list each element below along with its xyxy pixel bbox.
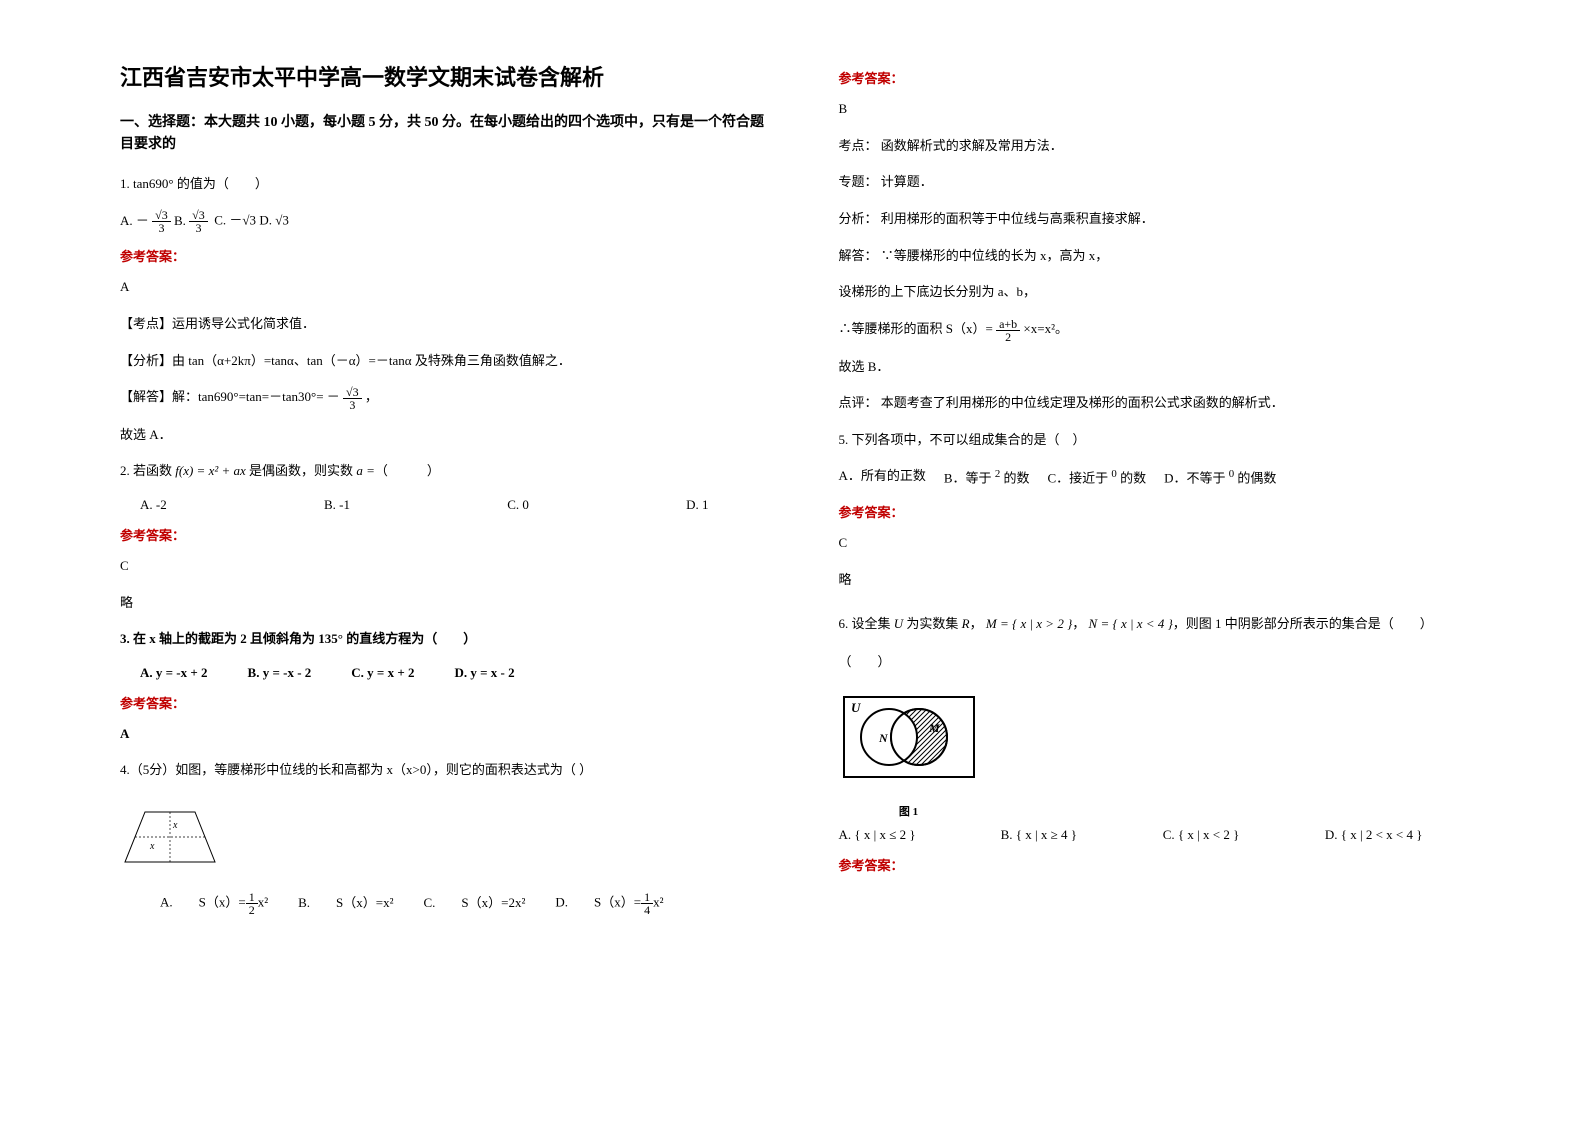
q4-jieda3: ∴等腰梯形的面积 S（x）= a+b2 ×x=x²。 [839, 317, 1488, 343]
q5-text: 5. 下列各项中，不可以组成集合的是（ ） [839, 428, 1488, 451]
frac-icon: √33 [152, 209, 171, 234]
q4-dianping: 点评： 本题考查了利用梯形的中位线定理及梯形的面积公式求函数的解析式． [839, 391, 1488, 416]
q3-optD: D. y = x - 2 [455, 665, 515, 681]
q5-optB: B．等于 2 的数 [944, 465, 1030, 489]
svg-text:x: x [172, 820, 178, 831]
answer-label: 参考答案： [120, 246, 769, 265]
q2-lue: 略 [120, 591, 769, 616]
q6-optC: C. { x | x < 2 } [1163, 827, 1325, 843]
q3-optC: C. y = x + 2 [351, 665, 414, 681]
q1-text: 1. tan690° 的值为（ ） [120, 172, 769, 195]
q2-optB: B. -1 [324, 497, 350, 513]
frac-icon: √33 [343, 386, 362, 411]
q6-text: 6. 设全集 U 为实数集 R， M = { x | x > 2 }， N = … [839, 612, 1488, 635]
right-column: 参考答案： B 考点： 函数解析式的求解及常用方法． 专题： 计算题． 分析： … [809, 60, 1508, 1082]
frac-icon: a+b2 [996, 318, 1020, 343]
q4-text: 4.（5分）如图，等腰梯形中位线的长和高都为 x（x>0），则它的面积表达式为（… [120, 758, 769, 781]
q2-optC: C. 0 [507, 497, 529, 513]
q4-options: A. S（x）=12x² B. S（x）=x² C. S（x）=2x² D. S… [120, 891, 769, 916]
q4-optC: C. S（x）=2x² [424, 892, 526, 914]
q6-optB: B. { x | x ≥ 4 } [1001, 827, 1163, 843]
q2-optD: D. 1 [686, 497, 708, 513]
svg-text:x: x [149, 841, 155, 852]
q5-options: A．所有的正数 B．等于 2 的数 C．接近于 0 的数 D．不等于 0 的偶数 [839, 465, 1488, 489]
q1-fenxi: 【分析】由 tan（α+2kπ）=tanα、tan（－α）=－tanα 及特殊角… [120, 349, 769, 374]
q4-optA: A. S（x）=12x² [160, 891, 268, 916]
q6-paren: （ ） [839, 650, 1488, 675]
venn-diagram-icon: U N M [839, 692, 979, 792]
paper-title: 江西省吉安市太平中学高一数学文期末试卷含解析 [120, 60, 769, 92]
q4-kaodian: 考点： 函数解析式的求解及常用方法． [839, 134, 1488, 159]
answer-label: 参考答案： [839, 502, 1488, 521]
q4-jieda1: 解答： ∵等腰梯形的中位线的长为 x，高为 x， [839, 244, 1488, 269]
q1-optD: D. √3 [259, 213, 289, 228]
q4-optD: D. S（x）=14x² [555, 891, 663, 916]
q2-optA: A. -2 [140, 497, 167, 513]
q5-optC: C．接近于 0 的数 [1048, 465, 1147, 489]
answer-label: 参考答案： [120, 525, 769, 544]
svg-text:N: N [878, 731, 889, 745]
q1-optB: B. √33 [174, 213, 211, 228]
q1-guxuan: 故选 A． [120, 423, 769, 448]
q3-optB: B. y = -x - 2 [248, 665, 312, 681]
q2-text: 2. 若函数 f(x) = x² + ax 是偶函数，则实数 a =（ ） [120, 459, 769, 482]
q4-answer: B [839, 97, 1488, 122]
q4-fenxi: 分析： 利用梯形的面积等于中位线与高乘积直接求解． [839, 207, 1488, 232]
frac-icon: √33 [189, 209, 208, 234]
q1-kaodian: 【考点】运用诱导公式化简求值． [120, 312, 769, 337]
q4-optB: B. S（x）=x² [298, 892, 393, 914]
svg-text:U: U [851, 700, 861, 715]
q6-optD: D. { x | 2 < x < 4 } [1325, 827, 1487, 843]
q2-answer: C [120, 554, 769, 579]
q3-answer: A [120, 722, 769, 747]
q3-options: A. y = -x + 2 B. y = -x - 2 C. y = x + 2… [120, 665, 769, 681]
q1-options: A. － √33 B. √33 C. －√3 D. √3 [120, 209, 769, 234]
q4-jieda2: 设梯形的上下底边长分别为 a、b， [839, 280, 1488, 305]
answer-label: 参考答案： [839, 855, 1488, 874]
q1-optA: A. － √33 [120, 213, 174, 228]
q5-optD: D．不等于 0 的偶数 [1164, 465, 1276, 489]
q3-text: 3. 在 x 轴上的截距为 2 且倾斜角为 135° 的直线方程为（ ） [120, 627, 769, 650]
q4-zhuanti: 专题： 计算题． [839, 170, 1488, 195]
q3-optA: A. y = -x + 2 [140, 665, 208, 681]
q2-options: A. -2 B. -1 C. 0 D. 1 [120, 497, 769, 513]
trapezoid-icon: x x [120, 802, 220, 872]
answer-label: 参考答案： [120, 693, 769, 712]
q6-optA: A. { x | x ≤ 2 } [839, 827, 1001, 843]
svg-text:M: M [928, 721, 940, 735]
q6-options: A. { x | x ≤ 2 } B. { x | x ≥ 4 } C. { x… [839, 827, 1488, 843]
q1-jieda: 【解答】解：tan690°=tan=－tan30°= － √33 ， [120, 385, 769, 411]
figure-caption: 图 1 [839, 803, 979, 819]
section-header: 一、选择题：本大题共 10 小题，每小题 5 分，共 50 分。在每小题给出的四… [120, 112, 769, 157]
answer-label: 参考答案： [839, 68, 1488, 87]
q5-answer: C [839, 531, 1488, 556]
q1-answer: A [120, 275, 769, 300]
q1-optC: C. －√3 [214, 213, 256, 228]
q5-lue: 略 [839, 568, 1488, 593]
q5-optA: A．所有的正数 [839, 465, 926, 489]
q4-guxuan: 故选 B． [839, 355, 1488, 380]
left-column: 江西省吉安市太平中学高一数学文期末试卷含解析 一、选择题：本大题共 10 小题，… [100, 60, 809, 1082]
